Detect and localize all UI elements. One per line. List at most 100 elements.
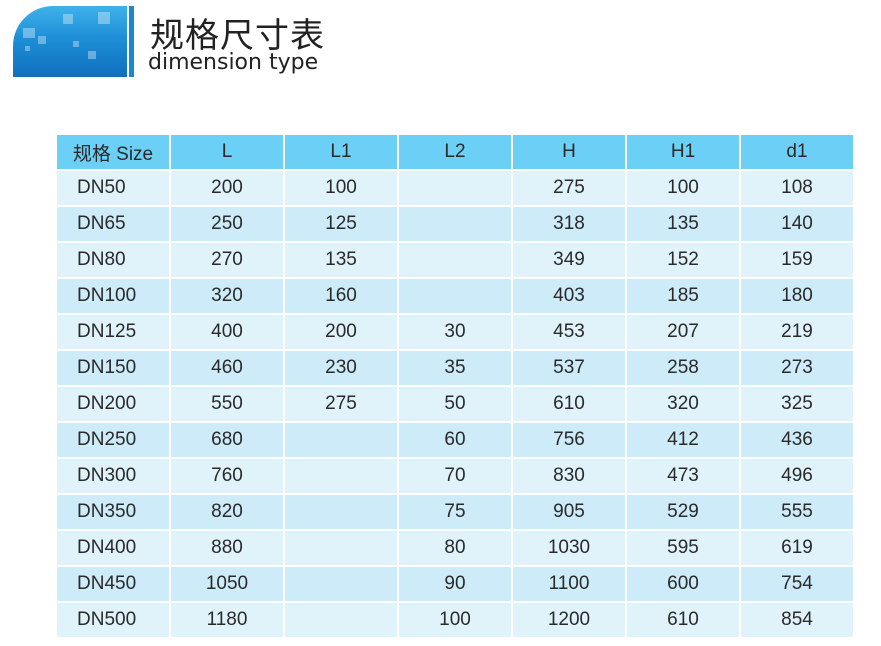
table-row: DN100 320 160 403 185 180 — [55, 277, 855, 315]
table-cell: 610 — [511, 385, 627, 423]
size-cell: DN150 — [55, 349, 171, 387]
table-cell: 600 — [625, 565, 741, 603]
table-row: DN350 820 75 905 529 555 — [55, 493, 855, 531]
table-cell: 108 — [739, 169, 855, 207]
column-header: L1 — [283, 133, 399, 171]
table-cell: 820 — [169, 493, 285, 531]
column-header: H1 — [625, 133, 741, 171]
table-cell: 1200 — [511, 601, 627, 639]
table-cell: 555 — [739, 493, 855, 531]
size-cell: DN125 — [55, 313, 171, 351]
table-cell: 320 — [625, 385, 741, 423]
table-cell: 760 — [169, 457, 285, 495]
table-cell: 90 — [397, 565, 513, 603]
table-cell: 160 — [283, 277, 399, 315]
table-cell: 1180 — [169, 601, 285, 639]
table-cell: 275 — [511, 169, 627, 207]
size-cell: DN300 — [55, 457, 171, 495]
table-cell: 619 — [739, 529, 855, 567]
table-cell: 349 — [511, 241, 627, 279]
dimension-table: 规格 Size L L1 L2 H H1 d1 DN50 200 100 275 100 108 DN6… — [55, 133, 855, 639]
table-row: DN50 200 100 275 100 108 — [55, 169, 855, 207]
size-cell: DN500 — [55, 601, 171, 639]
table-cell — [283, 565, 399, 603]
table-cell: 854 — [739, 601, 855, 639]
table-cell: 318 — [511, 205, 627, 243]
table-cell: 412 — [625, 421, 741, 459]
table-cell — [283, 529, 399, 567]
table-cell: 595 — [625, 529, 741, 567]
size-cell: DN400 — [55, 529, 171, 567]
table-cell: 100 — [397, 601, 513, 639]
column-header: 规格 Size — [55, 133, 171, 171]
table-cell: 135 — [625, 205, 741, 243]
column-header: L — [169, 133, 285, 171]
table-row: DN450 1050 90 1100 600 754 — [55, 565, 855, 603]
table-cell: 200 — [283, 313, 399, 351]
column-header: L2 — [397, 133, 513, 171]
table-cell: 830 — [511, 457, 627, 495]
table-cell — [397, 205, 513, 243]
table-cell: 496 — [739, 457, 855, 495]
size-cell: DN100 — [55, 277, 171, 315]
size-cell: DN350 — [55, 493, 171, 531]
table-cell: 30 — [397, 313, 513, 351]
page-subtitle: dimension type — [148, 50, 319, 75]
column-header: d1 — [739, 133, 855, 171]
table-cell: 473 — [625, 457, 741, 495]
table-cell — [397, 277, 513, 315]
table-row: DN200 550 275 50 610 320 325 — [55, 385, 855, 423]
table-cell: 258 — [625, 349, 741, 387]
table-cell: 754 — [739, 565, 855, 603]
table-cell: 453 — [511, 313, 627, 351]
table-row: DN400 880 80 1030 595 619 — [55, 529, 855, 567]
table-cell: 325 — [739, 385, 855, 423]
table-cell: 400 — [169, 313, 285, 351]
table-cell: 70 — [397, 457, 513, 495]
table-cell — [397, 241, 513, 279]
size-cell: DN50 — [55, 169, 171, 207]
table-cell — [283, 457, 399, 495]
table-row: DN125 400 200 30 453 207 219 — [55, 313, 855, 351]
table-cell: 100 — [625, 169, 741, 207]
table-cell: 219 — [739, 313, 855, 351]
table-cell: 207 — [625, 313, 741, 351]
header-banner-graphic — [13, 6, 127, 77]
table-cell: 135 — [283, 241, 399, 279]
table-cell: 200 — [169, 169, 285, 207]
table-cell: 550 — [169, 385, 285, 423]
table-cell: 80 — [397, 529, 513, 567]
table-cell: 756 — [511, 421, 627, 459]
size-cell: DN80 — [55, 241, 171, 279]
table-header-row: 规格 Size L L1 L2 H H1 d1 — [55, 133, 855, 171]
table-cell: 250 — [169, 205, 285, 243]
table-cell: 35 — [397, 349, 513, 387]
table-cell: 159 — [739, 241, 855, 279]
table-cell: 880 — [169, 529, 285, 567]
table-cell: 140 — [739, 205, 855, 243]
table-cell: 1050 — [169, 565, 285, 603]
table-cell: 460 — [169, 349, 285, 387]
table-cell: 270 — [169, 241, 285, 279]
header-divider — [129, 6, 134, 77]
size-cell: DN250 — [55, 421, 171, 459]
table-cell: 275 — [283, 385, 399, 423]
table-cell — [283, 421, 399, 459]
table-cell: 1100 — [511, 565, 627, 603]
table-cell: 537 — [511, 349, 627, 387]
table-cell: 680 — [169, 421, 285, 459]
table-row: DN80 270 135 349 152 159 — [55, 241, 855, 279]
table-row: DN150 460 230 35 537 258 273 — [55, 349, 855, 387]
table-row: DN250 680 60 756 412 436 — [55, 421, 855, 459]
table-cell: 180 — [739, 277, 855, 315]
table-cell: 436 — [739, 421, 855, 459]
size-cell: DN450 — [55, 565, 171, 603]
size-cell: DN200 — [55, 385, 171, 423]
table-cell — [283, 601, 399, 639]
table-cell: 125 — [283, 205, 399, 243]
table-cell: 60 — [397, 421, 513, 459]
table-cell: 185 — [625, 277, 741, 315]
table-row: DN65 250 125 318 135 140 — [55, 205, 855, 243]
table-cell: 230 — [283, 349, 399, 387]
page-title: 规格尺寸表 — [150, 16, 325, 56]
